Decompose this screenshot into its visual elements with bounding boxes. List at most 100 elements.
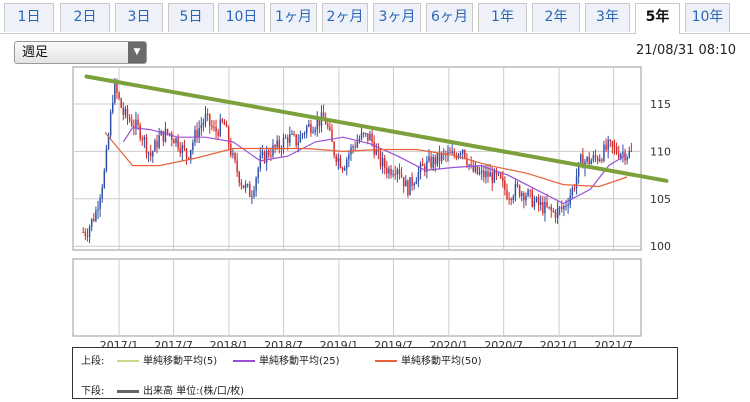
candle-body	[596, 157, 599, 162]
candle-body	[497, 173, 500, 175]
candle-body	[599, 159, 601, 162]
candle-body	[426, 160, 428, 172]
tab-4[interactable]: 5日	[168, 3, 214, 32]
candle-body	[577, 162, 580, 177]
candle-body	[240, 182, 243, 186]
tab-14[interactable]: 10年	[685, 3, 730, 32]
candle-body	[440, 153, 443, 162]
candle-body	[257, 168, 259, 179]
candle-body	[364, 133, 367, 135]
candle-body	[316, 119, 318, 130]
candle-body	[508, 198, 510, 200]
candle-body	[286, 137, 289, 143]
candle-body	[548, 206, 550, 208]
candle-body	[105, 148, 108, 171]
tab-10[interactable]: 1年	[478, 3, 527, 32]
tab-13[interactable]: 5年	[635, 3, 680, 34]
tab-7[interactable]: 2ヶ月	[322, 3, 368, 32]
tab-2[interactable]: 2日	[60, 3, 110, 32]
candle-body	[491, 172, 493, 183]
candle-body	[331, 130, 333, 142]
candle-body	[208, 113, 211, 126]
candle-body	[312, 131, 314, 133]
candle-body	[162, 131, 165, 142]
candle-body	[339, 157, 342, 168]
candle-body	[289, 134, 291, 143]
tab-12[interactable]: 3年	[585, 3, 630, 32]
candle-body	[489, 172, 491, 177]
candle-body	[101, 187, 103, 199]
candle-body	[529, 189, 531, 191]
candle-body	[276, 140, 278, 148]
tab-11[interactable]: 2年	[532, 3, 580, 32]
candle-body	[343, 168, 346, 171]
candle-body	[318, 119, 321, 127]
candle-body	[251, 196, 253, 198]
candle-body	[112, 102, 114, 113]
candle-body	[187, 157, 190, 159]
tab-6[interactable]: 1ヶ月	[270, 3, 317, 32]
candle-body	[449, 152, 451, 154]
candle-body	[118, 92, 120, 99]
trendline	[84, 74, 669, 183]
candle-body	[451, 151, 453, 154]
candle-body	[552, 210, 555, 212]
candle-body	[164, 129, 167, 142]
candle-body	[109, 112, 112, 136]
tab-8[interactable]: 3ヶ月	[373, 3, 421, 32]
tab-5[interactable]: 10日	[218, 3, 265, 32]
candle-body	[383, 158, 386, 168]
candle-body	[493, 170, 496, 183]
candle-body	[194, 130, 196, 143]
candle-body	[90, 218, 93, 228]
candle-body	[415, 181, 418, 185]
tab-1[interactable]: 1日	[4, 3, 54, 32]
candle-body	[346, 159, 348, 169]
candle-body	[168, 133, 171, 135]
candle-body	[388, 168, 390, 174]
candle-body	[133, 126, 135, 128]
candle-body	[255, 178, 257, 191]
tab-9[interactable]: 6ヶ月	[426, 3, 473, 32]
candle-body	[392, 174, 394, 176]
candle-body	[236, 160, 238, 173]
candle-body	[143, 137, 146, 140]
candle-body	[434, 157, 437, 165]
candle-body	[588, 156, 590, 165]
candle-body	[580, 154, 582, 163]
candle-body	[147, 152, 150, 154]
candle-body	[215, 127, 217, 133]
candle-body	[550, 206, 552, 211]
timestamp: 21/08/31 08:10	[636, 43, 736, 58]
candle-body	[561, 207, 563, 209]
candle-body	[438, 152, 441, 162]
candle-body	[310, 123, 312, 133]
candle-body	[521, 193, 523, 197]
candle-body	[284, 137, 287, 139]
candle-body	[409, 177, 411, 196]
candle-body	[624, 152, 626, 161]
candle-body	[93, 218, 95, 221]
candle-body	[341, 167, 344, 171]
tab-3[interactable]: 3日	[115, 3, 163, 32]
moving-average-line	[104, 132, 628, 188]
candle-body	[137, 119, 139, 126]
candle-body	[259, 155, 262, 169]
legend-label-sma5: 単純移動平均(5)	[143, 356, 218, 367]
candle-body	[171, 133, 173, 140]
candle-body	[565, 205, 567, 207]
candle-body	[603, 144, 605, 161]
candle-body	[379, 151, 382, 167]
candle-body	[407, 180, 409, 196]
candle-body	[88, 227, 91, 237]
candle-body	[466, 158, 468, 166]
candle-body	[582, 154, 584, 169]
candle-body	[139, 125, 141, 139]
candle-body	[223, 121, 226, 125]
period-select[interactable]: 週足 ▼	[14, 41, 147, 64]
candle-body	[546, 201, 548, 207]
legend-lower-label: 下段:	[81, 386, 105, 397]
candle-body	[303, 133, 306, 135]
moving-average-line	[122, 127, 628, 205]
chevron-down-icon[interactable]: ▼	[128, 42, 146, 63]
